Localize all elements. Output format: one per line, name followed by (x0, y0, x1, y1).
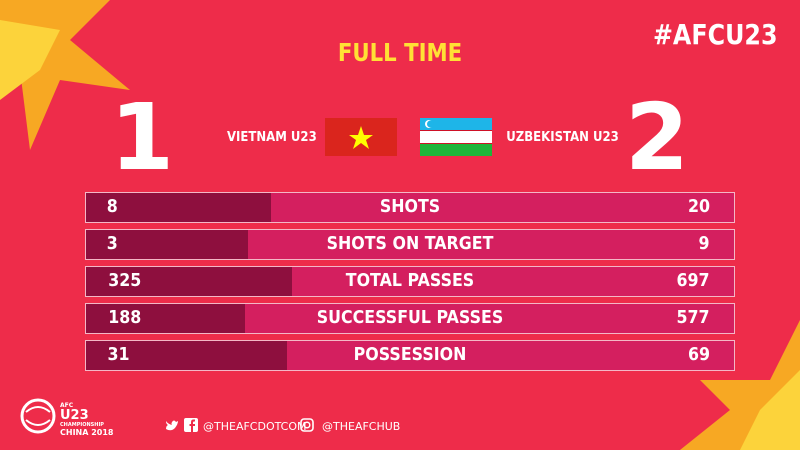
twitter-icon[interactable] (165, 419, 179, 432)
svg-text:AFC: AFC (60, 402, 74, 409)
star-decoration-bottom-right (680, 320, 800, 450)
home-value: 325 (108, 270, 142, 291)
stat-row: 8 SHOTS 20 (85, 192, 735, 223)
svg-text:U23: U23 (60, 408, 89, 423)
instagram-icon[interactable] (300, 418, 314, 432)
match-status: FULL TIME (337, 38, 463, 67)
star-decoration-top-left (0, 0, 130, 150)
stat-label: POSSESSION (353, 344, 467, 365)
svg-text:CHAMPIONSHIP: CHAMPIONSHIP (60, 422, 104, 428)
stat-row: 31 POSSESSION 69 (85, 340, 735, 371)
home-value: 188 (108, 307, 142, 328)
social-handle-instagram[interactable]: @THEAFCHUB (322, 420, 401, 433)
stat-label: TOTAL PASSES (345, 270, 475, 291)
home-score: 1 (110, 84, 175, 191)
home-share-bar (86, 267, 293, 296)
stat-row: 3 SHOTS ON TARGET 9 (85, 229, 735, 260)
home-team-name: VIETNAM U23 (226, 130, 317, 145)
away-value: 69 (687, 344, 710, 365)
home-value: 31 (107, 344, 130, 365)
away-value: 9 (698, 233, 710, 254)
home-share-bar (86, 341, 287, 370)
svg-text:CHINA 2018: CHINA 2018 (60, 428, 114, 437)
away-value: 697 (676, 270, 710, 291)
home-value: 8 (106, 196, 118, 217)
home-share-bar (86, 304, 246, 333)
facebook-icon[interactable] (184, 418, 198, 432)
uzbekistan-flag-icon (420, 118, 492, 156)
social-handle-facebook-twitter[interactable]: @THEAFCDOTCOM (203, 420, 307, 433)
home-share-bar (86, 193, 272, 222)
away-value: 20 (687, 196, 710, 217)
stat-label: SHOTS ON TARGET (326, 233, 494, 254)
away-score: 2 (625, 84, 690, 191)
away-team-name: UZBEKISTAN U23 (506, 130, 619, 145)
stat-label: SHOTS (379, 196, 441, 217)
stat-row: 188 SUCCESSFUL PASSES 577 (85, 303, 735, 334)
home-value: 3 (106, 233, 118, 254)
hashtag: #AFCU23 (653, 18, 778, 51)
home-share-bar (86, 230, 248, 259)
stat-label: SUCCESSFUL PASSES (316, 307, 504, 328)
away-value: 577 (676, 307, 710, 328)
vietnam-flag-icon (325, 118, 397, 156)
stat-row: 325 TOTAL PASSES 697 (85, 266, 735, 297)
